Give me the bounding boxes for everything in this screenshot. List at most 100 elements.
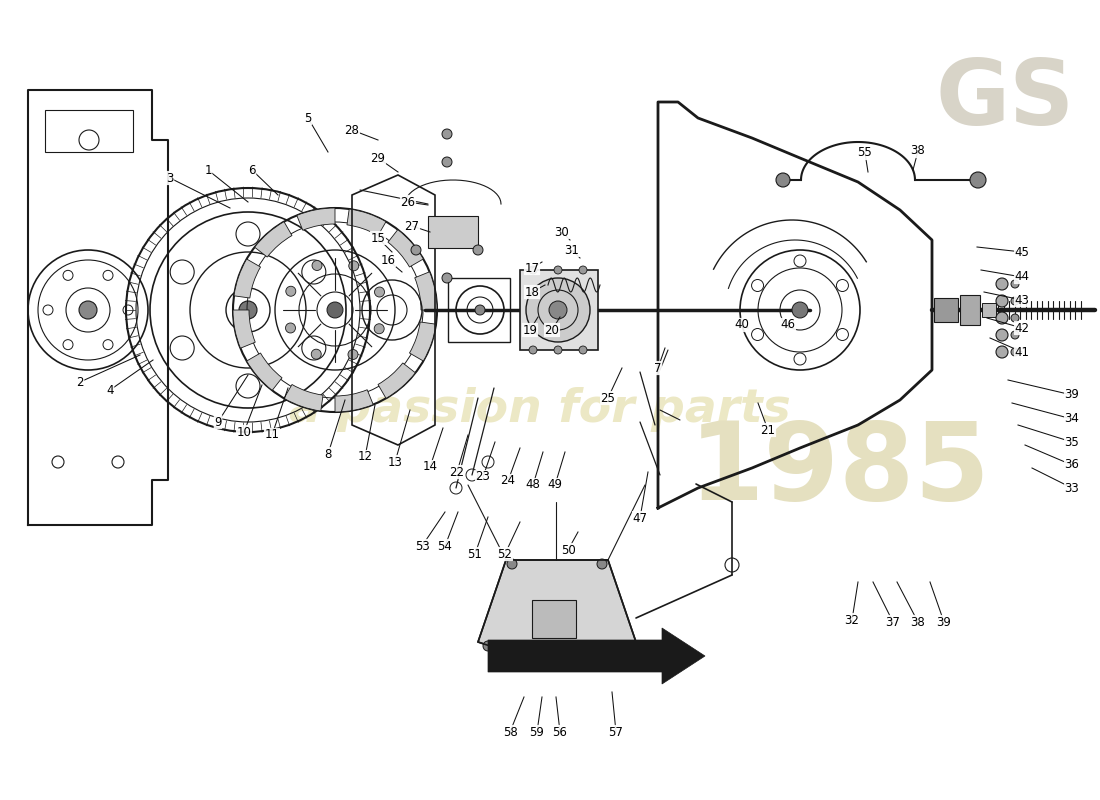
Text: a passion for parts: a passion for parts [289,387,791,433]
Circle shape [554,266,562,274]
Circle shape [529,346,537,354]
Text: 35: 35 [1065,435,1079,449]
Text: 58: 58 [503,726,517,738]
Text: 47: 47 [632,511,648,525]
Text: 42: 42 [1014,322,1030,334]
Circle shape [776,173,790,187]
Circle shape [286,286,296,296]
Circle shape [442,273,452,283]
Text: 1: 1 [205,163,211,177]
Circle shape [970,172,986,188]
Text: 7: 7 [654,362,662,374]
Text: 51: 51 [468,547,483,561]
Circle shape [996,329,1008,341]
Circle shape [374,324,384,334]
Text: 12: 12 [358,450,373,463]
Text: 10: 10 [236,426,252,438]
Circle shape [349,261,359,271]
Text: 11: 11 [264,429,279,442]
Text: 1985: 1985 [689,417,991,523]
Text: 40: 40 [735,318,749,331]
Bar [428,216,478,248]
Circle shape [348,350,358,359]
Text: 55: 55 [858,146,872,159]
Circle shape [526,278,590,342]
Circle shape [311,349,321,359]
Text: 33: 33 [1065,482,1079,494]
Circle shape [442,157,452,167]
Circle shape [475,305,485,315]
Circle shape [374,287,385,297]
Text: 36: 36 [1065,458,1079,471]
Text: 15: 15 [371,231,385,245]
Wedge shape [233,310,255,348]
Wedge shape [284,385,323,411]
Text: 13: 13 [387,455,403,469]
Text: 49: 49 [548,478,562,491]
Circle shape [996,346,1008,358]
Circle shape [1011,314,1019,322]
Circle shape [483,641,493,651]
Text: 50: 50 [561,543,575,557]
Circle shape [996,295,1008,307]
Text: 8: 8 [324,447,332,461]
Circle shape [442,129,452,139]
Wedge shape [378,363,416,398]
Bar [520,270,598,350]
Bar [532,600,576,638]
Text: 6: 6 [249,163,255,177]
Circle shape [411,245,421,255]
Circle shape [792,302,808,318]
Text: 24: 24 [500,474,516,487]
Circle shape [579,346,587,354]
Circle shape [554,346,562,354]
Text: 19: 19 [522,323,538,337]
Text: 27: 27 [405,219,419,233]
Wedge shape [346,209,386,235]
Text: 48: 48 [526,478,540,491]
Bar [982,303,996,317]
Circle shape [617,641,627,651]
Text: 26: 26 [400,195,416,209]
Text: 32: 32 [845,614,859,626]
Text: 56: 56 [552,726,568,738]
Text: 46: 46 [781,318,795,331]
Text: 9: 9 [214,415,222,429]
Text: 57: 57 [608,726,624,738]
Wedge shape [409,322,436,361]
Text: 30: 30 [554,226,570,238]
Text: GS: GS [935,56,1075,144]
Circle shape [327,302,343,318]
Wedge shape [336,390,373,412]
Text: 5: 5 [305,111,311,125]
Text: 17: 17 [525,262,539,274]
Wedge shape [388,230,424,267]
Circle shape [1011,297,1019,305]
Polygon shape [488,628,705,684]
Circle shape [597,559,607,569]
Text: 34: 34 [1065,413,1079,426]
Text: 3: 3 [166,171,174,185]
Text: 52: 52 [497,547,513,561]
Text: 20: 20 [544,323,560,337]
Bar [934,298,958,322]
Text: 59: 59 [529,726,544,738]
Circle shape [312,261,322,270]
Text: 4: 4 [107,383,113,397]
Circle shape [1011,331,1019,339]
Text: 18: 18 [525,286,539,298]
Wedge shape [246,353,282,390]
Wedge shape [234,259,261,298]
Text: 28: 28 [344,123,360,137]
Text: 53: 53 [415,539,429,553]
Text: 25: 25 [601,391,615,405]
Text: 21: 21 [760,423,775,437]
Text: 23: 23 [475,470,491,483]
Text: 2: 2 [76,375,84,389]
Text: 38: 38 [911,615,925,629]
Circle shape [239,301,257,319]
Circle shape [996,278,1008,290]
Circle shape [996,312,1008,324]
Circle shape [507,559,517,569]
Bar [960,295,980,325]
